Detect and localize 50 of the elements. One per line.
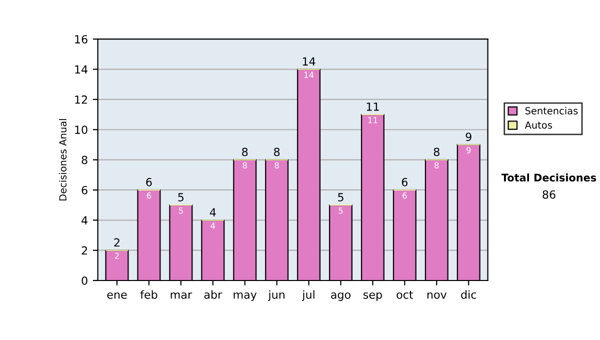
legend-label: Sentencias [525,106,578,114]
y-tick-label: 10 [75,126,88,134]
data-label: 8 [242,162,247,169]
x-tick-label: may [234,292,257,301]
data-label: 5 [178,208,183,214]
y-axis-title: Decisiones Anual [58,119,66,200]
data-label: 4 [210,222,216,229]
x-tick-label: nov [427,292,447,299]
x-tick-label: feb [140,290,158,299]
total-label: 8 [274,148,280,156]
data-label: 14 [304,72,314,78]
x-tick-label: oct [396,290,414,299]
total-label: 5 [338,193,344,202]
total-label: 5 [178,193,184,202]
x-tick-label: jun [268,290,284,301]
total-label: 6 [402,178,408,186]
data-label: 6 [402,192,407,199]
data-label: 5 [338,208,343,214]
total-label: 8 [242,148,248,156]
data-label: 8 [274,162,279,169]
y-tick-label: 16 [75,35,88,44]
y-tick-label: 0 [82,276,88,285]
x-tick-label: jul [302,290,314,301]
total-label: 11 [366,102,379,111]
x-tick-label: dic [461,290,476,299]
data-label: 6 [146,192,152,199]
x-tick-label: mar [170,292,192,299]
total-label: 9 [466,132,472,142]
total-label: 2 [114,238,120,247]
y-tick-label: 2 [82,246,87,255]
y-tick-label: 6 [82,186,88,194]
data-label: 11 [368,117,378,124]
x-tick-label: ago [331,292,350,301]
data-label: 8 [434,162,439,169]
legend-label: Autos [524,121,552,129]
total-label: 4 [210,208,216,216]
text: 86 [542,190,556,199]
data-label: 9 [466,147,471,154]
x-tick-label: sep [363,292,382,301]
text: Total Decisiones [501,173,596,182]
y-tick-label: 14 [75,65,88,74]
x-tick-label: ene [107,292,127,299]
y-tick-label: 4 [82,216,88,224]
y-tick-label: 12 [75,95,87,104]
data-label: 2 [114,252,119,259]
total-label: 14 [302,57,316,66]
total-label: 8 [434,148,440,156]
total-label: 6 [146,178,152,186]
y-tick-label: 8 [82,156,88,164]
x-tick-label: abr [204,290,222,299]
